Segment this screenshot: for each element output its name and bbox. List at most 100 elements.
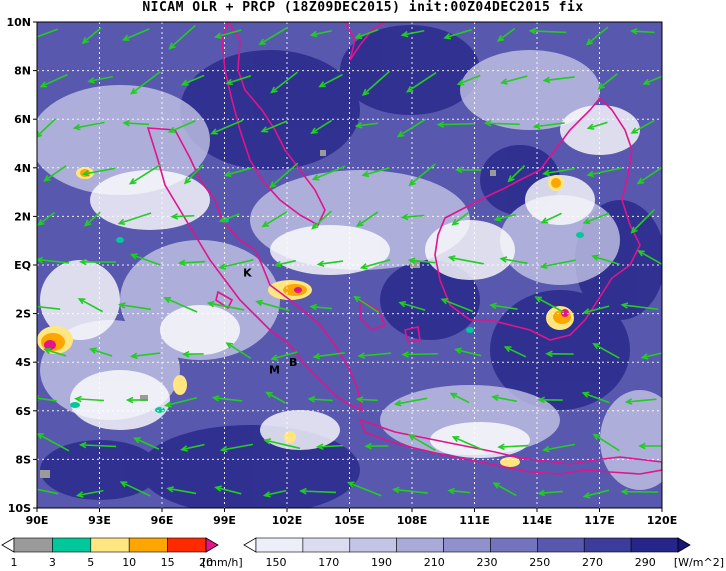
colorbar-swatch	[443, 537, 491, 553]
wind-arrow	[225, 342, 252, 359]
wind-arrow	[354, 122, 379, 129]
wind-arrow	[81, 167, 116, 177]
wind-arrow	[315, 443, 344, 451]
colorbar-swatch	[13, 537, 53, 553]
wind-arrow	[620, 488, 659, 496]
colorbar-swatch	[583, 537, 632, 553]
wind-arrow	[528, 27, 567, 35]
wind-arrow	[168, 24, 196, 50]
lon-tick-label: 117E	[584, 514, 614, 527]
wind-arrow	[364, 442, 389, 450]
wind-arrow	[117, 302, 151, 311]
marker-label: B	[289, 356, 297, 369]
olr-tick-label: 170	[318, 556, 339, 569]
wind-arrow	[407, 257, 436, 265]
indochina-coast	[344, 22, 386, 61]
wind-arrow	[592, 343, 620, 359]
lat-tick-label: 2S	[15, 308, 31, 321]
wind-arrow	[166, 486, 197, 495]
colorbar-swatch	[537, 537, 585, 553]
colorbar-swatch	[52, 537, 92, 553]
olr-tick-label: 150	[266, 556, 287, 569]
precip-tick-label: 3	[49, 556, 56, 569]
wind-arrow	[88, 347, 113, 357]
lat-tick-label: 6S	[15, 405, 31, 418]
wind-arrow	[491, 394, 517, 403]
wind-arrow	[318, 73, 343, 88]
wind-arrow	[405, 71, 437, 93]
colorbar-swatch	[90, 537, 130, 553]
lon-tick-label: 111E	[459, 514, 489, 527]
wind-arrow	[181, 350, 204, 358]
colorbar-swatch	[490, 537, 538, 553]
wind-arrow	[129, 71, 161, 95]
wind-arrow	[346, 481, 382, 497]
lon-tick-label: 90E	[26, 514, 49, 527]
wind-arrow	[37, 28, 59, 38]
bangka-coast	[359, 298, 387, 331]
wind-arrow	[213, 29, 242, 39]
lon-tick-label: 108E	[397, 514, 427, 527]
wind-arrow	[398, 300, 426, 311]
olr-field	[37, 22, 662, 508]
wind-arrow	[164, 396, 198, 408]
precip-field	[37, 150, 584, 478]
wind-arrow	[591, 254, 620, 266]
map-axes: 90E 93E 96E 99E 102E 105E 108E 111E 114E 117E 120E…	[6, 16, 677, 527]
wind-arrow	[456, 74, 481, 86]
wind-arrow	[496, 27, 516, 42]
wind-arrow	[312, 352, 345, 360]
lat-tick-label: 4S	[15, 356, 31, 369]
wind-arrow	[270, 71, 298, 94]
wind-arrow	[451, 211, 469, 226]
wind-arrow	[263, 438, 301, 450]
wind-arrow	[354, 28, 379, 40]
precip-unit: [mm/h]	[202, 556, 243, 569]
wind-arrow	[311, 165, 346, 181]
wind-arrow	[586, 167, 622, 178]
wind-arrow	[443, 28, 472, 40]
wind-arrow	[122, 119, 150, 127]
wind-arrow	[539, 259, 576, 270]
wind-arrow	[214, 485, 242, 495]
wind-arrow	[629, 28, 655, 35]
wind-arrow	[125, 396, 148, 404]
colorbar-swatch	[167, 537, 207, 553]
wind-arrow	[310, 119, 333, 134]
wind-arrow	[545, 350, 574, 358]
wind-arrow	[119, 481, 151, 497]
olr-colorbar: 150 170 190 210 230 250 270 290 [W/m^2]	[243, 537, 724, 569]
wind-arrow	[637, 250, 662, 266]
lon-tick-label: 96E	[151, 514, 174, 527]
wind-arrow	[309, 303, 333, 311]
wind-arrow	[81, 27, 102, 45]
wind-arrow	[258, 26, 289, 46]
wind-arrow	[163, 297, 198, 313]
wind-arrow	[78, 258, 117, 266]
wind-arrow	[447, 255, 484, 265]
wind-arrow	[540, 212, 562, 224]
wind-arrow	[273, 259, 296, 268]
wind-arrow	[265, 391, 286, 404]
wind-arrow	[218, 213, 240, 223]
wind-arrow	[87, 75, 113, 84]
wind-arrow	[128, 163, 162, 185]
lat-tick-label: 2N	[14, 210, 31, 223]
wind-arrow	[270, 351, 298, 361]
wind-arrow	[401, 351, 438, 358]
lon-tick-label: 105E	[334, 514, 364, 527]
wind-arrow	[129, 352, 161, 360]
wind-arrow	[180, 74, 205, 86]
wind-arrow	[361, 70, 391, 96]
wind-arrow	[307, 395, 333, 403]
wind-arrow	[37, 488, 59, 495]
olr-tick-label: 230	[477, 556, 498, 569]
lat-tick-label: 10N	[6, 16, 31, 29]
colorbar-swatch	[255, 537, 304, 553]
wind-arrow	[542, 167, 575, 177]
wind-arrow	[542, 443, 575, 453]
wind-arrow	[299, 487, 337, 495]
wind-arrow	[206, 300, 245, 311]
wind-arrow	[396, 118, 427, 138]
wind-arrow	[489, 302, 518, 310]
